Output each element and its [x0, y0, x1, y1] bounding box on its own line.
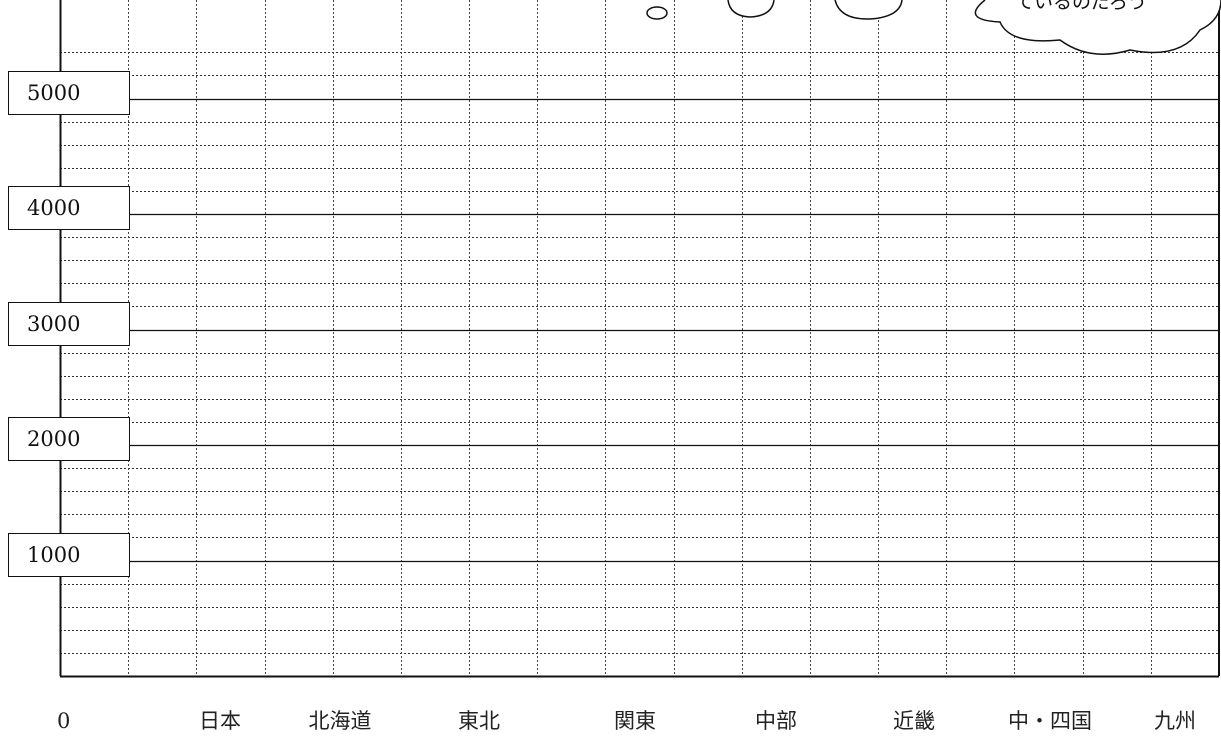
bubble-text: ているのだろう [1015, 0, 1147, 13]
bubble-dot-small [646, 6, 668, 20]
x-tick-label: 近畿 [893, 709, 935, 733]
y-tick-label: 4000 [8, 186, 130, 230]
bubble-puff [727, 0, 775, 18]
x-tick-label: 中・四国 [1008, 709, 1092, 733]
x-tick-label: 中部 [755, 709, 797, 733]
y-tick-label: 5000 [8, 71, 130, 115]
x-tick-label: 北海道 [308, 709, 372, 733]
x-tick-label: 九州 [1154, 709, 1196, 733]
y-tick-label: 2000 [8, 417, 130, 461]
y-tick-label: 1000 [8, 533, 130, 577]
x-tick-label: 日本 [199, 709, 241, 733]
x-tick-label: 関東 [614, 709, 656, 733]
thought-bubble [974, 0, 1221, 55]
y-tick-label: 3000 [8, 302, 130, 346]
x-tick-label: 東北 [458, 709, 500, 733]
bubble-puff [834, 0, 903, 20]
origin-label: 0 [57, 709, 71, 733]
